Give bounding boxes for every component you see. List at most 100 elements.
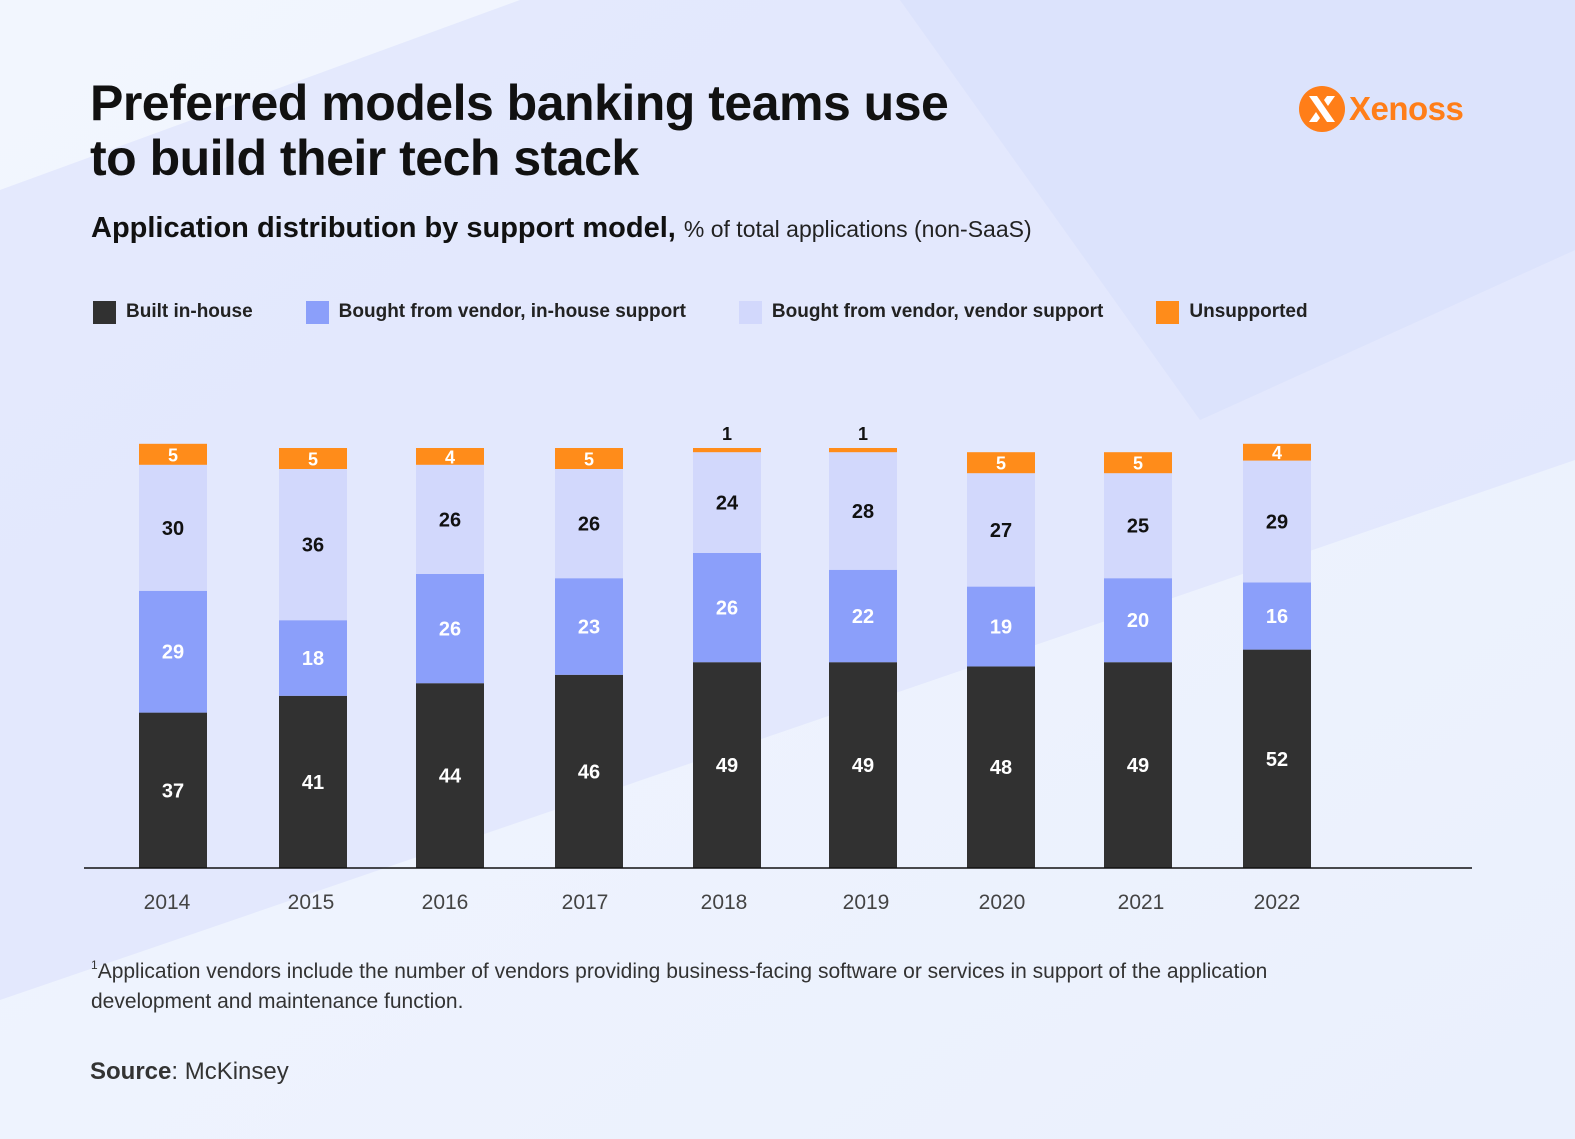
data-label: 49 (1127, 755, 1149, 777)
x-tick-label: 2015 (288, 891, 335, 914)
bar-segment-unsupported (1243, 443, 1311, 461)
data-label: 5 (308, 450, 318, 470)
data-label: 49 (852, 755, 874, 777)
bar-segment-built-in-house (139, 712, 207, 868)
data-label: 37 (162, 780, 184, 802)
bar-segment-bought-from-vendor-in-house-support (967, 586, 1035, 667)
bar-segment-unsupported (1104, 452, 1172, 474)
x-tick-label: 2020 (979, 891, 1026, 914)
bar-segment-unsupported (829, 448, 897, 453)
bar-segment-bought-from-vendor-in-house-support (139, 590, 207, 713)
bar-segment-built-in-house (829, 662, 897, 868)
data-label: 23 (578, 617, 600, 639)
data-label: 1 (722, 424, 732, 444)
brand-logo: Xenoss (1298, 84, 1464, 134)
bar-segment-bought-from-vendor-in-house-support (829, 569, 897, 663)
source-label: Source (90, 1058, 172, 1085)
data-label: 30 (162, 518, 184, 540)
data-label: 29 (162, 642, 184, 664)
data-label: 19 (990, 617, 1012, 639)
bar-segment-bought-from-vendor-vendor-support (416, 464, 484, 574)
bar-segment-built-in-house (693, 662, 761, 868)
data-label: 29 (1266, 512, 1288, 534)
data-label: 5 (1133, 454, 1143, 474)
legend-swatch (305, 300, 329, 324)
bar-segment-bought-from-vendor-vendor-support (139, 464, 207, 591)
bar-segment-unsupported (967, 452, 1035, 474)
data-label: 36 (302, 535, 324, 557)
footnote-text: Application vendors include the number o… (91, 960, 1268, 1013)
x-tick-label: 2018 (701, 891, 748, 914)
data-label: 49 (716, 755, 738, 777)
x-tick-label: 2014 (144, 891, 191, 914)
source-value: : McKinsey (171, 1058, 289, 1085)
data-label: 27 (990, 520, 1012, 542)
data-label: 41 (302, 772, 324, 794)
x-tick-label: 2022 (1254, 891, 1301, 914)
bar-segment-bought-from-vendor-vendor-support (967, 473, 1035, 587)
data-label: 5 (996, 454, 1006, 474)
legend-swatch (93, 300, 116, 324)
legend-item-unsupported: Unsupported (1156, 300, 1308, 324)
legend-label: Unsupported (1189, 301, 1308, 322)
data-label: 16 (1266, 606, 1288, 628)
legend-item-built-in-house: Built in-house (93, 300, 253, 324)
bar-segment-bought-from-vendor-vendor-support (279, 469, 347, 621)
chart-legend: Built in-house Bought from vendor, in-ho… (93, 298, 1361, 326)
data-label: 1 (858, 424, 868, 444)
data-label: 5 (168, 445, 178, 465)
legend-swatch (1156, 300, 1180, 324)
xenoss-logo-icon (1299, 86, 1345, 132)
data-label: 26 (439, 509, 461, 531)
bar-segment-bought-from-vendor-in-house-support (693, 553, 761, 663)
chart-subtitle: Application distribution by support mode… (91, 210, 1032, 247)
x-tick-label: 2019 (843, 891, 890, 914)
legend-item-bought-vendor-support: Bought from vendor, vendor support (738, 300, 1104, 324)
data-label: 46 (578, 761, 600, 783)
subtitle-unit: % of total applications (non-SaaS) (683, 216, 1032, 242)
bar-segment-built-in-house (1243, 649, 1311, 868)
bar-segment-bought-from-vendor-in-house-support (1104, 578, 1172, 663)
bar-segment-bought-from-vendor-vendor-support (1243, 460, 1311, 583)
bar-segment-built-in-house (555, 674, 623, 868)
x-tick-label: 2016 (422, 891, 469, 914)
bar-segment-unsupported (693, 448, 761, 453)
bar-segment-built-in-house (1104, 662, 1172, 868)
x-tick-label: 2021 (1118, 891, 1165, 914)
bar-segment-unsupported (139, 443, 207, 465)
bar-segment-built-in-house (416, 683, 484, 868)
footnote: 1Application vendors include the number … (91, 950, 1271, 1017)
footnote-marker: 1 (91, 958, 98, 972)
bar-segment-bought-from-vendor-vendor-support (555, 469, 623, 579)
data-label: 25 (1127, 516, 1149, 538)
data-label: 26 (578, 514, 600, 536)
data-label: 52 (1266, 749, 1288, 771)
bar-segment-bought-from-vendor-vendor-support (829, 452, 897, 570)
x-tick-label: 2017 (562, 891, 609, 914)
bar-segment-bought-from-vendor-vendor-support (693, 452, 761, 553)
legend-label: Bought from vendor, vendor support (771, 301, 1104, 322)
brand-name: Xenoss (1349, 90, 1464, 127)
chart-title: Preferred models banking teams use to bu… (90, 75, 949, 186)
bar-segment-bought-from-vendor-in-house-support (1243, 582, 1311, 650)
data-label: 26 (439, 619, 461, 641)
bar-segment-unsupported (279, 448, 347, 469)
data-label: 18 (302, 648, 324, 670)
bar-segment-bought-from-vendor-in-house-support (416, 574, 484, 684)
data-label: 20 (1127, 610, 1149, 632)
legend-item-bought-in-house-support: Bought from vendor, in-house support (305, 300, 686, 324)
bar-segment-unsupported (416, 448, 484, 465)
bar-segment-bought-from-vendor-in-house-support (555, 578, 623, 675)
data-label: 5 (584, 450, 594, 470)
bar-segment-built-in-house (279, 695, 347, 868)
data-label: 24 (716, 493, 739, 515)
legend-label: Built in-house (126, 301, 253, 322)
legend-swatch (738, 300, 762, 324)
data-label: 22 (852, 606, 874, 628)
data-label: 28 (852, 501, 874, 523)
data-label: 4 (445, 447, 455, 467)
data-label: 4 (1272, 443, 1282, 463)
bar-segment-bought-from-vendor-vendor-support (1104, 473, 1172, 579)
data-label: 44 (439, 766, 462, 788)
